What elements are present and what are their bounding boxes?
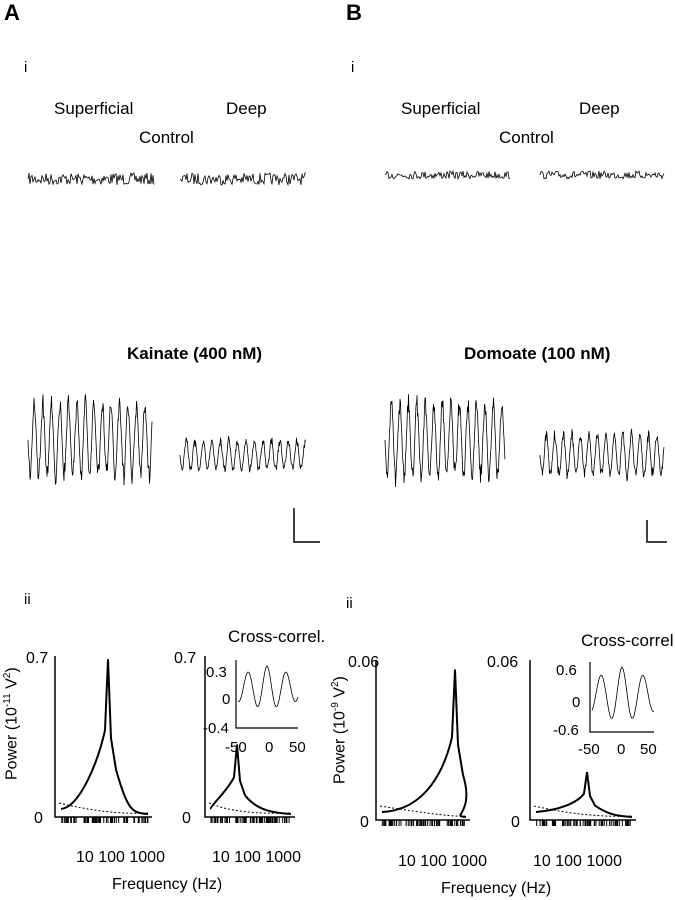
spectrum-b-deep-x-rug bbox=[536, 820, 631, 826]
panel-b-deep-label: Deep bbox=[579, 99, 620, 118]
panel-b-label: B bbox=[346, 0, 362, 25]
trace-a-control-deep bbox=[179, 172, 307, 187]
panel-a-drug-label: Kainate (400 nM) bbox=[127, 344, 263, 363]
trace-a-kainate-superficial bbox=[27, 394, 153, 486]
spectrum-b-superficial-curve bbox=[381, 669, 468, 818]
spectrum-a-deep-curve bbox=[209, 744, 292, 815]
trace-a-kainate-deep bbox=[179, 436, 307, 474]
panel-b-inset-title: Cross-correl. bbox=[581, 631, 675, 650]
panel-b-inset-x-zero: 0 bbox=[617, 741, 626, 758]
panel-a-inset-y-top: 0.3 bbox=[206, 664, 227, 681]
trace-b-control-deep bbox=[539, 170, 665, 180]
spectrum-a-deep-axes bbox=[204, 656, 295, 818]
panel-b-ii-label: ii bbox=[346, 595, 353, 612]
inset-a-crosscorrel-curve bbox=[237, 665, 299, 708]
panel-a-inset-x-neg: -50 bbox=[225, 739, 247, 756]
trace-b-control-superficial bbox=[384, 169, 510, 180]
panel-a-right-x-ticks: 10 100 1000 bbox=[212, 849, 301, 866]
panel-a-deep-label: Deep bbox=[226, 99, 267, 118]
panel-b-superficial-label: Superficial bbox=[401, 99, 481, 118]
panel-a-inset-y-mid: 0 bbox=[222, 691, 231, 708]
panel-b-right-y-max: 0.06 bbox=[487, 654, 519, 671]
scale-bar-b bbox=[646, 520, 667, 543]
inset-a-crosscorrel-axes bbox=[235, 660, 298, 729]
spectrum-a-superficial-curve bbox=[60, 659, 149, 815]
spectrum-a-superficial-x-rug bbox=[61, 817, 149, 823]
panel-a-control-label: Control bbox=[139, 128, 194, 147]
panel-a-inset-title: Cross-correl. bbox=[228, 627, 326, 646]
panel-b-i-label: i bbox=[351, 59, 355, 76]
panel-a-left-y-zero: 0 bbox=[34, 810, 43, 827]
panel-b-left-x-ticks: 10 100 1000 bbox=[398, 853, 487, 870]
panel-a-right-y-zero: 0 bbox=[182, 810, 191, 827]
panel-b-right-x-ticks: 10 100 1000 bbox=[533, 853, 622, 870]
panel-a-right-y-max: 0.7 bbox=[174, 650, 197, 667]
panel-a-left-x-ticks: 10 100 1000 bbox=[76, 849, 165, 866]
panel-b-x-axis-label: Frequency (Hz) bbox=[441, 880, 552, 897]
scale-bar-a bbox=[293, 508, 320, 543]
panel-a-x-axis-label: Frequency (Hz) bbox=[112, 876, 223, 893]
panel-b-left-y-zero: 0 bbox=[360, 814, 369, 831]
panel-a-y-axis-label: Power (10-11 V2) bbox=[2, 667, 21, 780]
spectrum-b-deep-curve bbox=[535, 771, 633, 818]
panel-b-inset-x-pos: 50 bbox=[640, 741, 657, 758]
inset-b-crosscorrel-curve bbox=[591, 666, 655, 719]
spectrum-b-superficial-x-rug bbox=[381, 820, 465, 826]
panel-a-label: A bbox=[4, 0, 20, 25]
panel-b-y-axis-label: Power (10-9 V2) bbox=[330, 676, 349, 784]
trace-a-control-superficial bbox=[27, 171, 155, 186]
panel-b-inset-y-top: 0.6 bbox=[556, 662, 577, 679]
trace-b-domoate-superficial bbox=[384, 394, 506, 487]
panel-a-ii-label: ii bbox=[24, 591, 31, 608]
panel-a-inset-y-bottom: -0.4 bbox=[203, 720, 229, 737]
panel-b-inset-y-bottom: -0.6 bbox=[553, 722, 579, 739]
panel-b-right-y-zero: 0 bbox=[511, 814, 520, 831]
trace-b-domoate-deep bbox=[539, 428, 665, 482]
panel-a-i-label: i bbox=[24, 59, 28, 76]
panel-b-inset-x-neg: -50 bbox=[578, 741, 600, 758]
panel-b-control-label: Control bbox=[499, 128, 554, 147]
panel-a-superficial-label: Superficial bbox=[54, 99, 134, 118]
panel-b-left-y-max: 0.06 bbox=[348, 654, 380, 671]
spectrum-a-deep-baseline bbox=[208, 802, 292, 814]
spectrum-a-deep-x-rug bbox=[210, 817, 290, 823]
panel-b-drug-label: Domoate (100 nM) bbox=[464, 344, 611, 363]
panel-a-left-y-max: 0.7 bbox=[26, 650, 49, 667]
inset-b-crosscorrel-axes bbox=[589, 662, 654, 733]
panel-a-inset-x-pos: 50 bbox=[289, 739, 306, 756]
panel-b-inset-y-mid: 0 bbox=[572, 694, 581, 711]
panel-a-inset-x-zero: 0 bbox=[265, 739, 274, 756]
spectrum-a-superficial-axes bbox=[54, 656, 152, 818]
